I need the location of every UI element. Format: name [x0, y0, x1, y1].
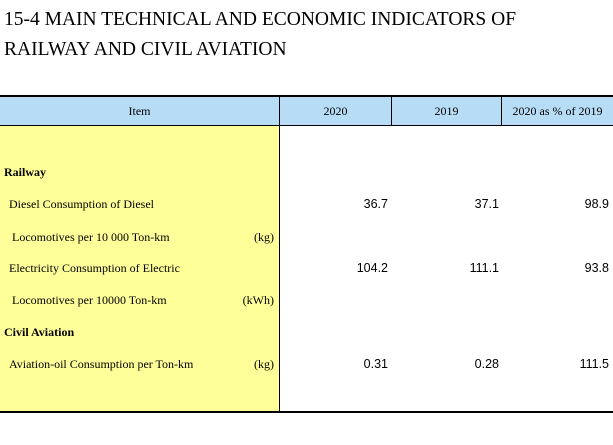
- row-label: Locomotives per 10 000 Ton-km: [12, 230, 170, 244]
- value-pct: 98.9: [584, 197, 609, 211]
- value-2020: 104.2: [356, 261, 388, 275]
- row-unit: (kg): [254, 230, 274, 244]
- table-row: Electricity Consumption of Electric 104.…: [0, 258, 613, 278]
- header-2019: 2019: [434, 104, 459, 118]
- header-divider: [501, 97, 502, 125]
- table-top-rule: [0, 95, 613, 97]
- value-2019: 37.1: [474, 197, 499, 211]
- item-column: [0, 126, 280, 411]
- value-2019: 111.1: [469, 261, 499, 275]
- row-label: Diesel Consumption of Diesel: [9, 197, 154, 211]
- section-row: Civil Aviation: [0, 322, 613, 342]
- table-row: Aviation-oil Consumption per Ton-km (kg)…: [0, 354, 613, 374]
- header-divider: [279, 97, 280, 125]
- header-2020: 2020: [323, 104, 348, 118]
- header-item: Item: [128, 104, 151, 118]
- table-header: Item 2020 2019 2020 as % of 2019: [0, 97, 613, 126]
- value-2019: 0.28: [474, 357, 499, 371]
- table-row: Locomotives per 10 000 Ton-km (kg): [0, 227, 613, 247]
- value-pct: 111.5: [579, 357, 609, 371]
- section-row: Railway: [0, 162, 613, 182]
- section-label-railway: Railway: [4, 165, 46, 179]
- title-line-2: RAILWAY AND CIVIL AVIATION: [4, 39, 287, 60]
- section-label-civil-aviation: Civil Aviation: [4, 325, 75, 339]
- value-2020: 0.31: [363, 357, 388, 371]
- row-unit: (kg): [254, 357, 274, 371]
- row-label: Electricity Consumption of Electric: [9, 261, 180, 275]
- header-divider: [391, 97, 392, 125]
- table-row: Locomotives per 10000 Ton-km (kWh): [0, 290, 613, 310]
- row-label: Locomotives per 10000 Ton-km: [12, 293, 167, 307]
- header-pct: 2020 as % of 2019: [512, 104, 603, 118]
- value-2020: 36.7: [363, 197, 388, 211]
- page-title: 15-4 MAIN TECHNICAL AND ECONOMIC INDICAT…: [4, 5, 604, 65]
- row-label: Aviation-oil Consumption per Ton-km: [9, 357, 194, 371]
- title-line-1: 15-4 MAIN TECHNICAL AND ECONOMIC INDICAT…: [4, 9, 517, 30]
- table-row: Diesel Consumption of Diesel 36.7 37.1 9…: [0, 194, 613, 214]
- indicators-table: Item 2020 2019 2020 as % of 2019 Railway…: [0, 95, 613, 413]
- row-unit: (kWh): [242, 293, 274, 307]
- value-pct: 93.8: [584, 261, 609, 275]
- table-bottom-rule: [0, 411, 613, 413]
